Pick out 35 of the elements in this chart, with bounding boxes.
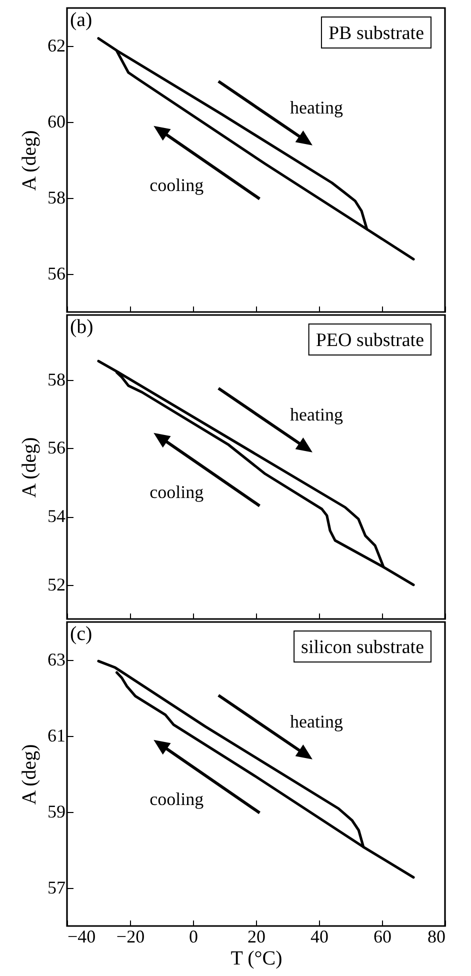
annotation: heating [290, 404, 343, 424]
y-tick-label: 56 [48, 264, 66, 284]
y-axis-title: A (deg) [18, 130, 40, 191]
y-tick-label: 63 [48, 650, 66, 670]
chart-title: (b) [70, 316, 94, 338]
y-axis-title: A (deg) [18, 437, 40, 498]
x-tick-label: −40 [68, 926, 96, 946]
annotation: heating [290, 97, 343, 118]
annotation: heating [290, 711, 343, 732]
y-tick-label: 58 [48, 369, 66, 390]
y-tick-label: 52 [48, 574, 66, 594]
y-tick-label: 61 [48, 726, 66, 746]
x-tick-label: 40 [310, 926, 328, 946]
x-axis-title: T (°C) [230, 948, 282, 970]
y-tick-label: 62 [48, 36, 66, 56]
y-axis-title: A (deg) [18, 744, 40, 805]
text: silicon substrate [301, 637, 424, 658]
annotation: cooling [150, 482, 204, 502]
chart-title: (c) [70, 623, 92, 645]
annotation: cooling [150, 174, 204, 195]
annotation: cooling [150, 788, 204, 809]
y-tick-label: 56 [48, 438, 66, 458]
y-tick-label: 59 [48, 802, 66, 822]
text: PEO substrate [316, 330, 424, 351]
x-tick-label: 60 [374, 926, 392, 946]
chart-title: (a) [70, 9, 92, 31]
y-tick-label: 54 [48, 506, 66, 526]
x-tick-label: −20 [116, 926, 145, 946]
y-tick-label: 60 [48, 112, 66, 132]
text: PB substrate [328, 23, 424, 44]
x-tick-label: 20 [248, 926, 266, 946]
y-tick-label: 58 [48, 188, 66, 208]
x-tick-label: 0 [189, 926, 198, 946]
y-tick-label: 57 [48, 878, 66, 898]
x-tick-label: 80 [428, 926, 446, 946]
